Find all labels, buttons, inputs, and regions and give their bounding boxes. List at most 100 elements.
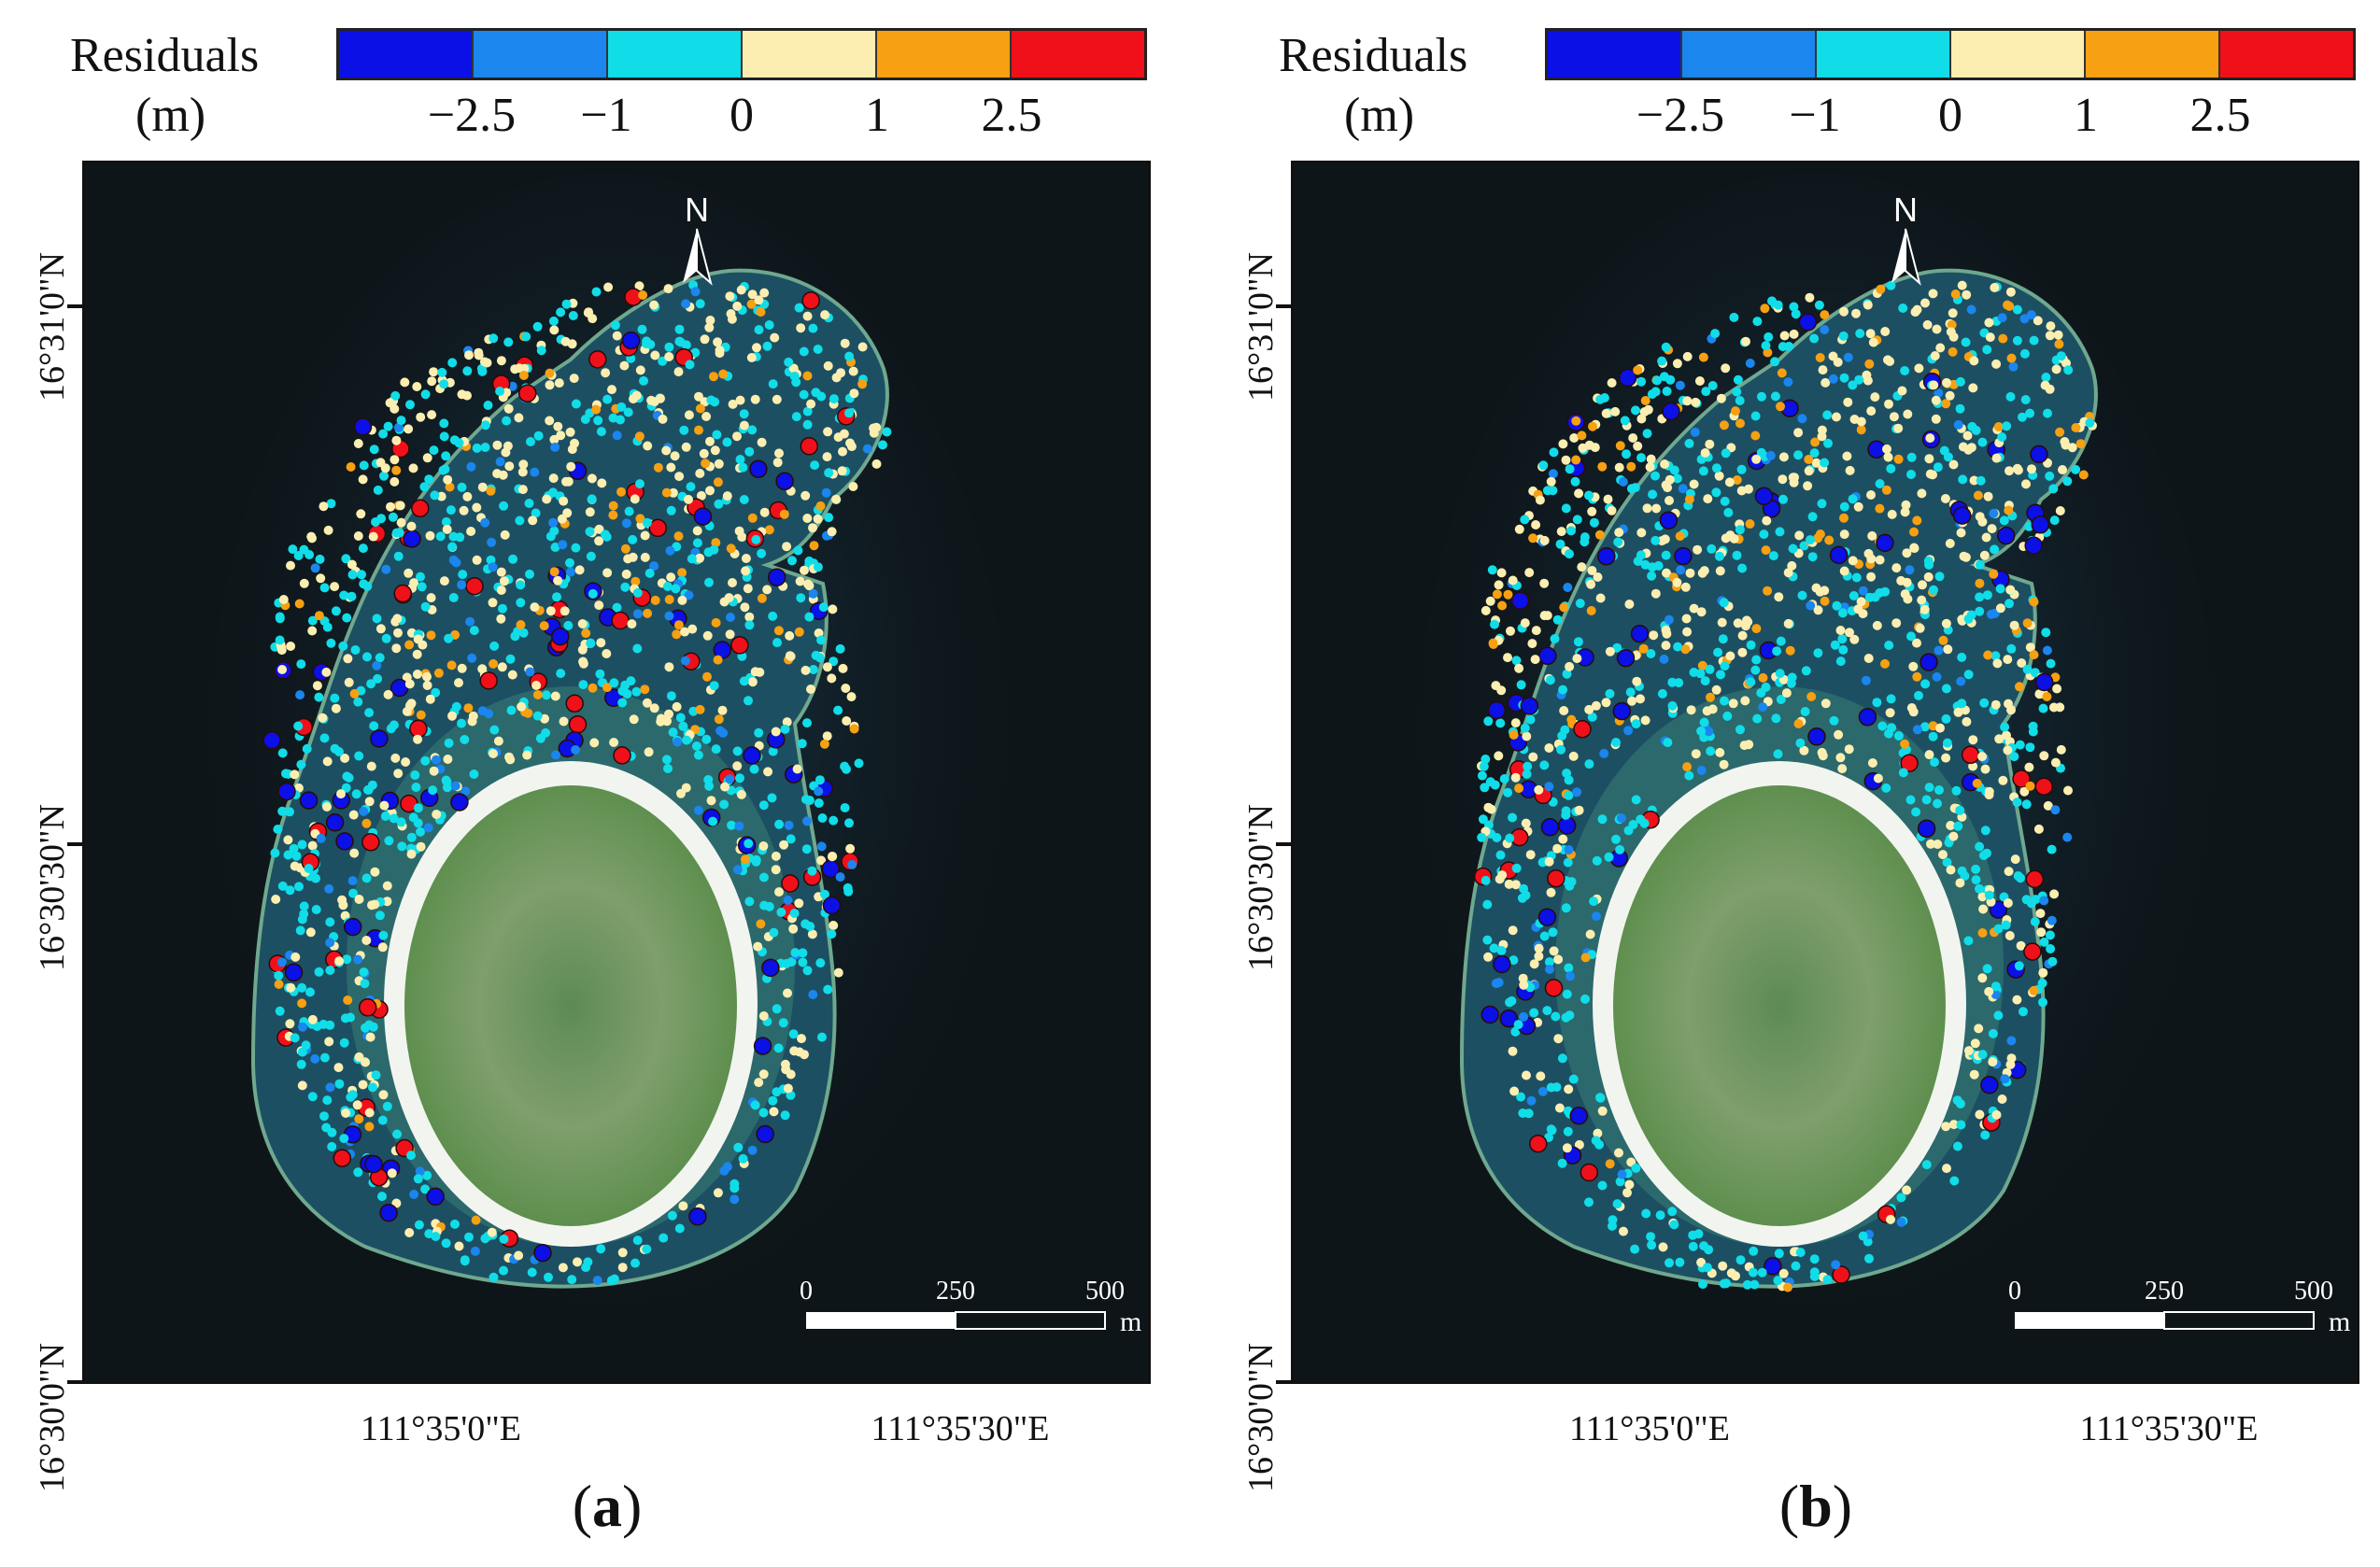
residual-point — [339, 1038, 349, 1048]
residual-point — [352, 1100, 362, 1110]
residual-point — [1750, 431, 1761, 441]
residual-point — [722, 491, 732, 501]
residual-point — [1813, 648, 1823, 658]
residual-point — [715, 348, 725, 359]
residual-point — [413, 803, 423, 813]
residual-point — [1661, 641, 1671, 651]
residual-point — [539, 621, 549, 631]
residual-point — [1540, 818, 1560, 837]
residual-point — [377, 942, 388, 953]
residual-point — [404, 640, 415, 650]
residual-point — [734, 821, 744, 831]
residual-point — [774, 887, 784, 897]
residual-point — [589, 738, 600, 748]
residual-point — [286, 642, 296, 651]
residual-point — [1563, 1126, 1573, 1136]
residual-point — [1584, 704, 1594, 714]
residual-point — [307, 533, 317, 544]
residual-point — [330, 693, 340, 703]
lat-label: 16°30'0"N — [33, 1343, 72, 1492]
residual-point — [426, 630, 436, 641]
residual-point — [827, 673, 837, 684]
residual-point — [359, 806, 369, 816]
residual-point — [1820, 325, 1830, 334]
residual-point — [1866, 490, 1876, 500]
residual-point — [2019, 786, 2030, 797]
residual-point — [681, 299, 691, 309]
residual-point — [725, 291, 735, 302]
residual-point — [635, 365, 645, 375]
residual-point — [621, 518, 631, 529]
residual-point — [709, 681, 719, 691]
residual-point — [419, 482, 430, 492]
residual-point — [409, 1190, 419, 1199]
residual-point — [1739, 741, 1750, 751]
residual-point — [642, 517, 652, 528]
residual-point — [2006, 643, 2017, 654]
colorbar-segment — [474, 31, 608, 78]
residual-point — [693, 805, 703, 815]
residual-point — [1549, 946, 1559, 956]
residual-point — [705, 486, 715, 496]
residual-point — [741, 566, 751, 576]
residual-point — [477, 482, 488, 492]
residual-point — [1511, 863, 1522, 873]
residual-point — [2013, 871, 2023, 881]
residual-point — [1778, 342, 1788, 352]
residual-point — [1989, 508, 1999, 518]
residual-point — [1814, 300, 1824, 310]
residual-point — [1735, 396, 1745, 405]
residual-point — [1835, 626, 1846, 635]
residual-point — [341, 1108, 351, 1118]
residual-point — [1995, 603, 2005, 614]
residual-point — [2055, 702, 2065, 713]
residual-point — [1522, 769, 1532, 779]
residual-point — [1546, 887, 1556, 897]
residual-point — [1510, 772, 1521, 783]
residual-point — [312, 681, 322, 691]
residual-point — [2036, 927, 2047, 938]
residual-point — [1518, 973, 1528, 983]
residual-point — [587, 473, 597, 484]
residual-point — [442, 524, 452, 534]
residual-point — [458, 570, 468, 580]
residual-point — [1594, 529, 1605, 540]
residual-point — [1863, 375, 1873, 386]
residual-point — [794, 627, 804, 637]
residual-point — [302, 743, 312, 754]
residual-point — [1735, 525, 1745, 535]
residual-point — [324, 883, 334, 894]
residual-point — [496, 567, 506, 577]
residual-point — [386, 501, 395, 512]
residual-point — [1516, 1092, 1526, 1102]
residual-point — [315, 554, 325, 564]
residual-point — [382, 896, 392, 907]
residual-point — [822, 452, 832, 462]
residual-point — [496, 614, 506, 624]
residual-point — [1963, 670, 1974, 680]
residual-point — [1851, 308, 1861, 318]
colorbar-segment — [1951, 31, 2086, 78]
residual-point — [629, 714, 639, 725]
residual-point — [780, 1059, 790, 1069]
residual-point — [299, 544, 309, 555]
residual-point — [815, 501, 826, 511]
residual-point — [759, 507, 770, 517]
residual-point — [630, 1258, 640, 1268]
residual-point — [1568, 1074, 1579, 1084]
colorbar-segment — [1682, 31, 1817, 78]
residual-point — [2022, 664, 2033, 674]
residual-point — [1803, 481, 1813, 491]
residual-point — [588, 350, 607, 369]
residual-point — [1946, 821, 1956, 830]
residual-point — [809, 541, 819, 551]
residual-point — [1839, 513, 1849, 523]
residual-point — [1903, 409, 1913, 419]
residual-point — [640, 552, 650, 562]
residual-point — [616, 402, 627, 412]
residual-point — [800, 665, 811, 675]
residual-point — [542, 494, 552, 504]
residual-point — [1584, 490, 1594, 501]
residual-point — [429, 367, 439, 377]
residual-point — [502, 416, 512, 426]
